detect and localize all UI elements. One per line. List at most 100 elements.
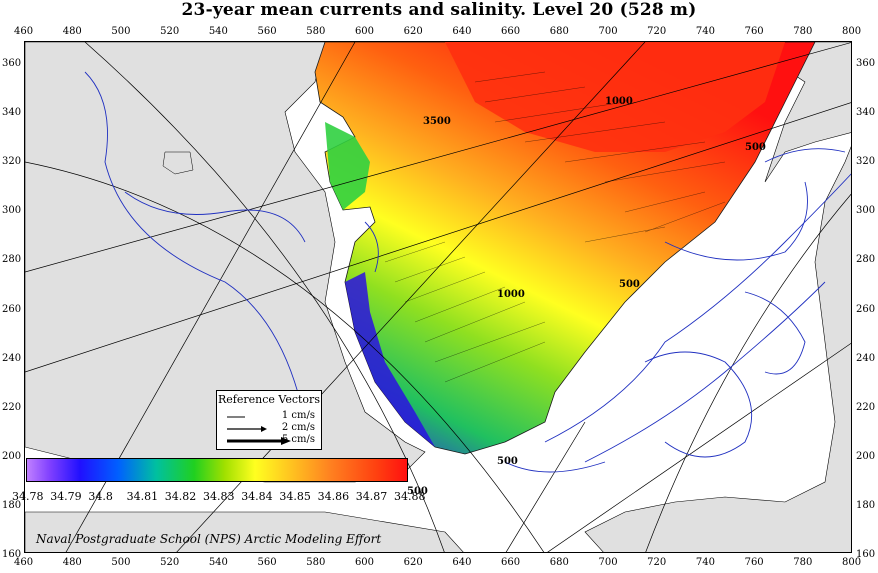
x-tick-label: 760 xyxy=(744,26,764,37)
colorbar-tick-label: 34.82 xyxy=(164,490,197,503)
y-tick-label: 360 xyxy=(856,58,876,69)
bathymetry-contours xyxy=(84,71,851,473)
y-tick-label: 320 xyxy=(2,156,22,168)
y-tick-label: 200 xyxy=(856,450,876,462)
x-tick-label: 520 xyxy=(160,26,180,37)
colorbar-tick-label: 34.88 xyxy=(394,490,426,503)
y-tick-label: 260 xyxy=(856,303,876,315)
x-tick-label: 780 xyxy=(793,26,813,37)
y-tick-label: 340 xyxy=(2,107,22,119)
y-tick-label: 280 xyxy=(856,254,876,266)
colorbar-tick-label: 34.85 xyxy=(279,490,311,503)
credit-text: Naval Postgraduate School (NPS) Arctic M… xyxy=(36,532,382,546)
y-tick-label: 180 xyxy=(856,499,876,511)
colorbar-tick-label: 34.78 xyxy=(12,490,44,503)
current-vectors xyxy=(384,71,726,383)
legend-row-2: 2 cm/s xyxy=(221,422,317,435)
y-tick-label: 340 xyxy=(856,107,876,119)
y-tick-label: 320 xyxy=(856,156,876,168)
colorbar-tick-label: 34.84 xyxy=(241,490,273,503)
y-tick-label: 220 xyxy=(2,401,22,413)
salinity-west-low xyxy=(345,272,435,447)
contour-label: 500 xyxy=(407,486,428,497)
legend-row-3: 5 cm/s xyxy=(221,434,317,447)
map-title: 23-year mean currents and salinity. Leve… xyxy=(181,0,697,20)
salinity-green-band xyxy=(325,122,370,210)
colorbar-tick-label: 34.83 xyxy=(203,490,235,503)
x-tick-label: 680 xyxy=(549,26,569,37)
reference-vectors-legend: Reference Vectors 1 cm/s 2 cm/s 5 cm/s xyxy=(216,390,322,450)
contour-label: 3500 xyxy=(423,116,451,127)
x-tick-label: 560 xyxy=(257,26,277,37)
land-island xyxy=(162,151,194,175)
x-tick-label: 600 xyxy=(354,26,375,37)
legend-label: 5 cm/s xyxy=(281,434,315,445)
x-tick-label: 700 xyxy=(598,26,618,37)
x-tick-label: 540 xyxy=(208,26,228,37)
x-tick-label: 580 xyxy=(306,26,326,37)
x-tick-label: 640 xyxy=(452,26,472,37)
x-tick-label: 660 xyxy=(501,557,521,568)
x-tick-label: 460 xyxy=(14,557,34,568)
contour-label: 500 xyxy=(745,142,766,153)
x-tick-label: 740 xyxy=(695,26,715,37)
y-tick-label: 160 xyxy=(2,549,22,560)
y-tick-label: 180 xyxy=(2,499,22,511)
y-tick-label: 280 xyxy=(2,254,22,266)
x-tick-label: 620 xyxy=(403,557,423,568)
land-right xyxy=(584,146,851,552)
contour-label: 1000 xyxy=(605,96,633,107)
y-tick-label: 160 xyxy=(856,549,876,560)
x-tick-label: 800 xyxy=(842,26,862,37)
x-tick-label: 780 xyxy=(793,557,813,568)
x-tick-label: 700 xyxy=(598,557,618,568)
x-tick-label: 480 xyxy=(62,26,82,37)
x-tick-label: 560 xyxy=(257,557,277,568)
x-tick-label: 600 xyxy=(354,557,375,568)
x-tick-label: 740 xyxy=(695,557,715,568)
legend-label: 1 cm/s xyxy=(281,410,315,421)
contour-label: 500 xyxy=(497,456,518,467)
y-tick-label: 300 xyxy=(2,205,22,217)
y-tick-label: 360 xyxy=(2,58,22,69)
y-tick-label: 240 xyxy=(2,352,22,364)
x-tick-label: 540 xyxy=(208,557,228,568)
contour-label: 1000 xyxy=(497,289,525,300)
x-tick-label: 760 xyxy=(744,557,764,568)
land-right-top xyxy=(744,42,851,183)
x-tick-label: 660 xyxy=(501,26,521,37)
legend-title: Reference Vectors xyxy=(218,393,320,406)
salinity-colorbar xyxy=(26,458,408,482)
legend-label: 2 cm/s xyxy=(281,422,315,433)
colorbar-tick-label: 34.8 xyxy=(88,490,113,503)
colorbar-tick-label: 34.87 xyxy=(355,490,388,503)
x-tick-label: 800 xyxy=(842,557,862,568)
y-tick-label: 300 xyxy=(856,205,876,217)
contour-labels: 3500 1000 500 500 1000 500 500 xyxy=(407,96,766,497)
colorbar-tick-label: 34.86 xyxy=(317,490,350,503)
legend-row-1: 1 cm/s xyxy=(221,410,317,423)
x-tick-label: 500 xyxy=(111,26,131,37)
arrow-medium-icon xyxy=(227,426,267,432)
x-tick-label: 680 xyxy=(549,557,569,568)
salinity-north-red xyxy=(445,42,785,152)
colorbar-tick-label: 34.81 xyxy=(126,490,159,503)
colorbar-tick-label: 34.79 xyxy=(50,490,82,503)
y-tick-label: 220 xyxy=(856,401,876,413)
x-tick-label: 620 xyxy=(403,26,423,37)
y-tick-label: 260 xyxy=(2,303,22,315)
land-bottom xyxy=(25,511,464,552)
x-tick-label: 480 xyxy=(62,557,82,568)
arrow-large-icon xyxy=(227,437,291,445)
x-tick-label: 720 xyxy=(647,557,667,568)
x-tick-label: 520 xyxy=(160,557,180,568)
x-tick-label: 500 xyxy=(111,557,131,568)
x-tick-label: 720 xyxy=(647,26,667,37)
x-tick-label: 460 xyxy=(14,26,34,37)
x-tick-label: 580 xyxy=(306,557,326,568)
contour-label: 500 xyxy=(619,279,640,290)
x-tick-label: 640 xyxy=(452,557,472,568)
y-tick-label: 240 xyxy=(856,352,876,364)
arrow-small-icon xyxy=(227,416,245,418)
y-tick-label: 200 xyxy=(2,450,22,462)
